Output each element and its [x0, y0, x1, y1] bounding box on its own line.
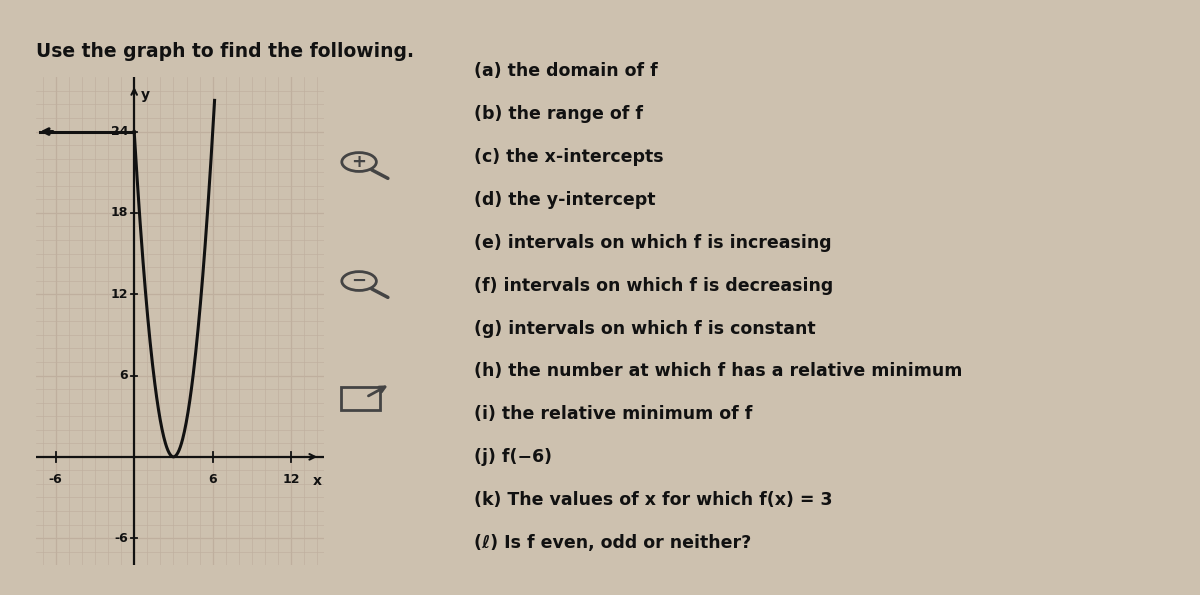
Text: (i) the relative minimum of f: (i) the relative minimum of f [474, 405, 752, 423]
Text: (ℓ) Is f even, odd or neither?: (ℓ) Is f even, odd or neither? [474, 534, 751, 552]
Text: (b) the range of f: (b) the range of f [474, 105, 643, 123]
Text: x: x [313, 474, 322, 488]
Text: 12: 12 [282, 473, 300, 486]
Text: y: y [140, 88, 150, 102]
Text: (e) intervals on which f is increasing: (e) intervals on which f is increasing [474, 234, 832, 252]
Text: -6: -6 [49, 473, 62, 486]
Text: (d) the y-intercept: (d) the y-intercept [474, 191, 655, 209]
Text: -6: -6 [114, 532, 128, 544]
Text: +: + [352, 153, 366, 171]
Text: −: − [352, 272, 367, 290]
Text: 12: 12 [110, 288, 128, 300]
Text: (k) The values of x for which f(x) = 3: (k) The values of x for which f(x) = 3 [474, 491, 833, 509]
Text: (f) intervals on which f is decreasing: (f) intervals on which f is decreasing [474, 277, 833, 295]
Text: Use the graph to find the following.: Use the graph to find the following. [36, 42, 414, 61]
Text: 6: 6 [120, 369, 128, 382]
Text: (g) intervals on which f is constant: (g) intervals on which f is constant [474, 320, 816, 337]
Text: 6: 6 [209, 473, 217, 486]
Text: (c) the x-intercepts: (c) the x-intercepts [474, 148, 664, 166]
Text: (a) the domain of f: (a) the domain of f [474, 62, 658, 80]
Text: (j) f(−6): (j) f(−6) [474, 448, 552, 466]
Text: (h) the number at which f has a relative minimum: (h) the number at which f has a relative… [474, 362, 962, 380]
Text: 24: 24 [110, 125, 128, 138]
Text: 18: 18 [110, 206, 128, 220]
